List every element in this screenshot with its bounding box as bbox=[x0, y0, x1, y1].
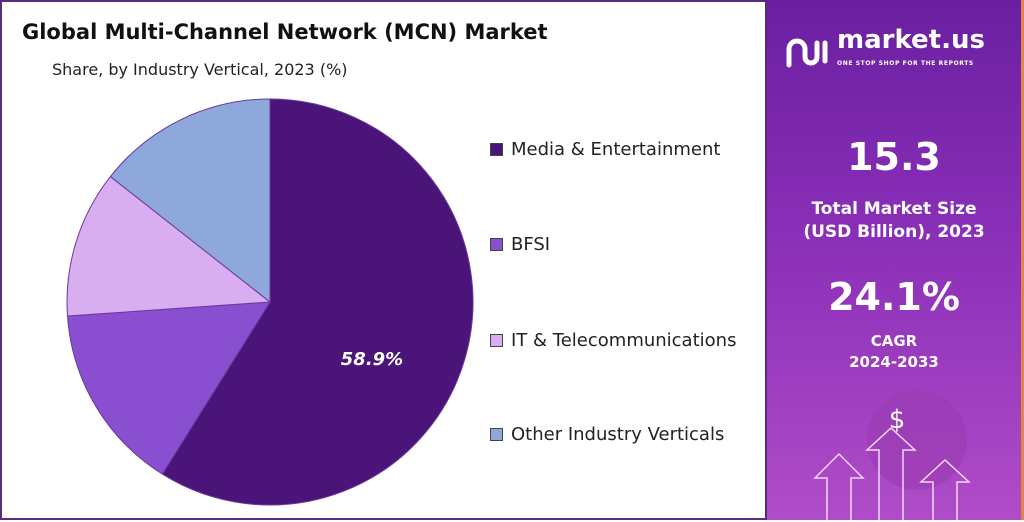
pie-slice-3 bbox=[109, 98, 271, 304]
cagr-value: 24.1% bbox=[828, 275, 960, 319]
market-us-logo-icon bbox=[786, 38, 828, 68]
legend-swatch bbox=[490, 143, 503, 156]
pie-chart: 58.9% bbox=[66, 98, 474, 506]
chart-title: Global Multi-Channel Network (MCN) Marke… bbox=[22, 20, 548, 44]
legend-label: BFSI bbox=[511, 234, 551, 255]
legend-item: Media & Entertainment bbox=[490, 139, 720, 160]
market-size-value: 15.3 bbox=[847, 135, 941, 179]
legend-label: Media & Entertainment bbox=[511, 139, 721, 160]
legend-label: IT & Telecommunications bbox=[511, 330, 737, 351]
cagr-label-2: 2024-2033 bbox=[849, 353, 939, 371]
chart-subtitle: Share, by Industry Vertical, 2023 (%) bbox=[52, 60, 348, 79]
data-label: 58.9% bbox=[341, 349, 403, 370]
legend-label: Other Industry Verticals bbox=[511, 424, 725, 445]
legend-item: IT & Telecommunications bbox=[490, 330, 736, 351]
pie-slice-1 bbox=[66, 301, 271, 475]
summary-panel: market.us ONE STOP SHOP FOR THE REPORTS … bbox=[767, 0, 1024, 520]
pie-slice-2 bbox=[66, 175, 272, 317]
logo-tagline: ONE STOP SHOP FOR THE REPORTS bbox=[837, 60, 974, 67]
legend-swatch bbox=[490, 238, 503, 251]
legend-swatch bbox=[490, 428, 503, 441]
pie-slice-0 bbox=[161, 98, 474, 506]
growth-arrows-icon: $ bbox=[813, 390, 971, 520]
logo: market.us ONE STOP SHOP FOR THE REPORTS bbox=[785, 25, 985, 76]
chart-panel: Global Multi-Channel Network (MCN) Marke… bbox=[0, 0, 767, 520]
dollar-icon: $ bbox=[889, 405, 906, 435]
market-size-label-2: (USD Billion), 2023 bbox=[803, 222, 985, 242]
legend-swatch bbox=[490, 334, 503, 347]
logo-name: market.us bbox=[837, 25, 985, 55]
market-size-label-1: Total Market Size bbox=[811, 199, 977, 219]
cagr-label-1: CAGR bbox=[870, 332, 918, 350]
legend-item: Other Industry Verticals bbox=[490, 424, 724, 445]
legend-item: BFSI bbox=[490, 234, 550, 255]
